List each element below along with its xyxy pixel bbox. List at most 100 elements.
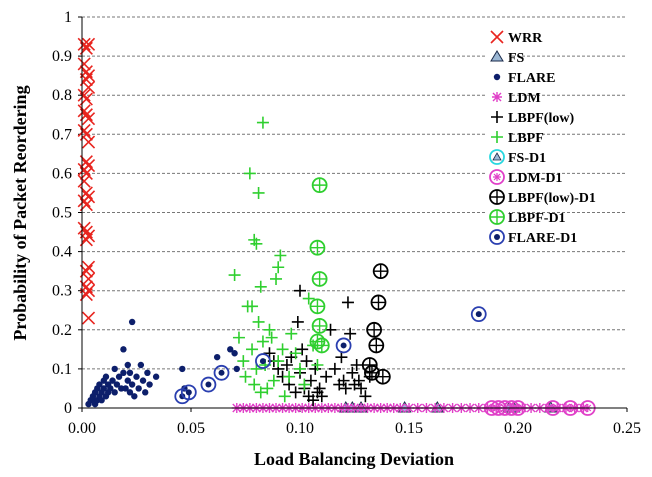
marker-inner bbox=[371, 295, 386, 310]
data-point bbox=[77, 88, 91, 102]
legend-item: FS-D1 bbox=[485, 147, 546, 167]
marker-inner bbox=[490, 210, 504, 224]
data-point bbox=[246, 300, 259, 313]
data-point bbox=[128, 381, 136, 388]
data-point bbox=[111, 389, 118, 396]
data-point bbox=[81, 80, 96, 94]
data-point bbox=[133, 373, 140, 380]
data-point bbox=[81, 284, 96, 298]
data-point bbox=[359, 390, 372, 403]
data-point bbox=[126, 389, 134, 396]
data-point bbox=[77, 104, 91, 118]
data-point bbox=[213, 364, 230, 381]
data-point bbox=[152, 373, 160, 380]
data-point bbox=[311, 358, 324, 371]
data-point bbox=[126, 369, 134, 377]
data-point bbox=[120, 346, 127, 353]
legend-swatch bbox=[489, 229, 505, 245]
marker-inner bbox=[373, 264, 388, 279]
series-flare-d1 bbox=[174, 306, 487, 405]
y-tick-label: 0.4 bbox=[52, 244, 72, 261]
y-tick-label: 0.5 bbox=[52, 205, 72, 222]
data-point bbox=[302, 292, 315, 305]
y-tick-label: 0 bbox=[64, 400, 72, 417]
data-point bbox=[246, 343, 259, 356]
data-point bbox=[285, 327, 298, 340]
data-point bbox=[77, 123, 91, 137]
data-point bbox=[239, 370, 252, 383]
y-tick-label: 1 bbox=[64, 9, 72, 26]
data-point bbox=[213, 353, 221, 361]
legend-label: LDM-D1 bbox=[508, 171, 562, 186]
x-axis-title: Load Balancing Deviation bbox=[254, 449, 454, 469]
x-tick-label: 0.10 bbox=[286, 420, 314, 437]
data-point bbox=[337, 374, 350, 387]
data-point bbox=[265, 331, 278, 344]
data-point bbox=[146, 381, 153, 388]
legend-label: LBPF(low)-D1 bbox=[508, 191, 596, 206]
data-point bbox=[304, 374, 317, 387]
data-point bbox=[77, 221, 91, 235]
data-point bbox=[128, 318, 136, 326]
data-point bbox=[135, 385, 142, 392]
marker-inner bbox=[314, 338, 329, 353]
y-tick-label: 0.7 bbox=[52, 126, 72, 143]
legend-swatch bbox=[492, 92, 502, 102]
data-point bbox=[289, 347, 302, 360]
data-point bbox=[248, 378, 261, 391]
data-point bbox=[300, 355, 313, 368]
legend-swatch bbox=[490, 50, 504, 62]
y-tick-label: 0.8 bbox=[52, 87, 72, 104]
data-point bbox=[256, 335, 269, 348]
data-point bbox=[77, 162, 91, 177]
legend-item: FLARE-D1 bbox=[485, 227, 577, 247]
y-tick-label: 0.2 bbox=[52, 322, 72, 339]
data-point bbox=[233, 365, 240, 373]
x-tick-label: 0.15 bbox=[395, 420, 423, 437]
marker-inner bbox=[369, 338, 384, 353]
data-point bbox=[256, 116, 269, 129]
x-tick-label: 0.00 bbox=[68, 420, 96, 437]
data-point bbox=[289, 386, 302, 399]
data-point bbox=[96, 381, 103, 388]
data-point bbox=[100, 385, 108, 392]
data-point bbox=[113, 381, 121, 388]
marker-inner bbox=[312, 178, 327, 193]
legend-swatch bbox=[489, 149, 505, 165]
series-flare bbox=[85, 318, 240, 408]
data-point bbox=[81, 311, 96, 325]
y-tick-label: 0.6 bbox=[52, 165, 72, 182]
x-tick-labels: 0.00 0.05 0.10 0.15 0.20 0.25 bbox=[68, 408, 641, 437]
legend-swatch bbox=[489, 169, 505, 185]
data-point bbox=[254, 386, 267, 399]
data-point bbox=[122, 385, 129, 392]
legend-item: LDM bbox=[485, 87, 541, 107]
data-point bbox=[81, 112, 96, 126]
marker-inner bbox=[375, 369, 390, 384]
data-point bbox=[328, 362, 341, 375]
data-point bbox=[355, 382, 368, 395]
legend-label: WRR bbox=[508, 31, 543, 46]
marker-inner bbox=[475, 311, 482, 318]
x-tick-label: 0.20 bbox=[504, 420, 532, 437]
data-point bbox=[320, 370, 333, 383]
legend-item: LBPF(low) bbox=[485, 107, 574, 127]
data-point bbox=[341, 296, 354, 309]
x-tick-label: 0.05 bbox=[177, 420, 205, 437]
data-point bbox=[346, 366, 359, 379]
data-point bbox=[335, 351, 348, 364]
legend-item: LBPF bbox=[485, 127, 544, 147]
series-lbpf-d1 bbox=[309, 177, 330, 354]
x-tick-label: 0.25 bbox=[613, 420, 641, 437]
data-point bbox=[276, 343, 289, 356]
series-lbpf-low-d1 bbox=[361, 263, 391, 385]
data-point bbox=[344, 327, 357, 340]
legend-label: LBPF bbox=[508, 131, 544, 146]
marker-inner bbox=[340, 342, 347, 349]
legend-label: LBPF-D1 bbox=[508, 211, 566, 226]
data-point bbox=[77, 194, 91, 208]
data-point bbox=[98, 396, 105, 404]
data-point bbox=[296, 343, 309, 356]
marker-inner bbox=[492, 152, 502, 161]
